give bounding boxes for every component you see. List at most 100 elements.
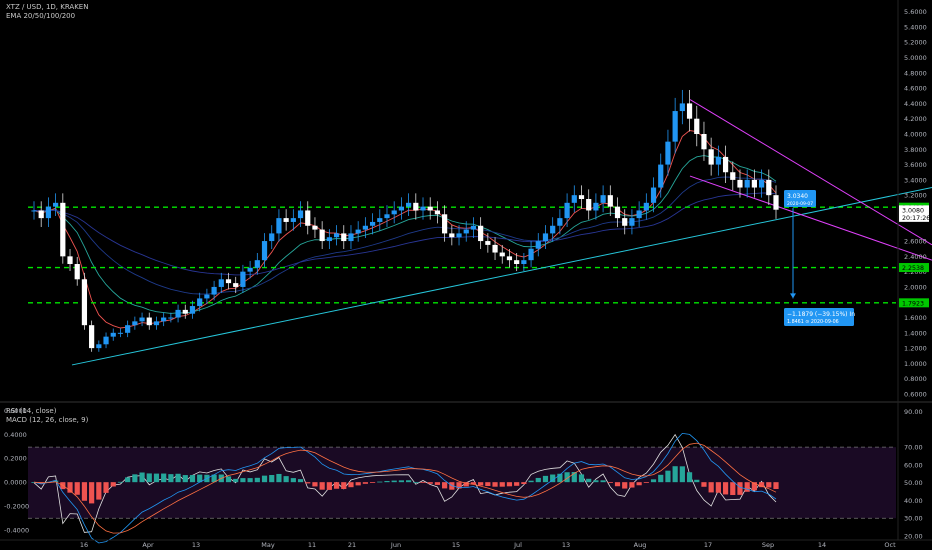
time-tick-label: 21	[348, 541, 356, 549]
macd-histogram-bar	[629, 482, 635, 488]
time-tick-label: Jun	[390, 541, 401, 549]
ema-line	[33, 176, 777, 295]
macd-histogram-bar	[333, 482, 340, 489]
candle-body	[665, 141, 671, 165]
price-tag-label: 3.0080	[902, 207, 924, 214]
macd-histogram-bar	[535, 477, 541, 483]
candle-body	[751, 179, 757, 188]
macd-histogram-bar	[758, 482, 765, 488]
macd-histogram-bar	[499, 482, 505, 487]
trendlines	[28, 99, 932, 366]
macd-histogram-bar	[103, 482, 109, 493]
rsi-tick-label: 40.00	[904, 497, 923, 505]
macd-histogram-bar	[470, 482, 477, 485]
price-tag	[899, 212, 929, 222]
macd-histogram-bar	[773, 482, 779, 490]
macd-histogram-bar	[593, 480, 599, 483]
candle-body	[636, 210, 642, 219]
macd-histogram-bar	[701, 482, 707, 487]
time-axis[interactable]: 16 Apr 13 May 11 21 Jun 15 Jul 13 Aug 17 Sep 14 Oct	[0, 539, 932, 549]
price-axis[interactable]: 5.6000 5.4000 5.2000 5.0000 4.8000 4.6000 4.40…	[897, 0, 930, 540]
price-tag	[899, 263, 929, 273]
time-tick-label: Apr	[142, 541, 154, 549]
macd-histogram-bar	[478, 482, 484, 486]
macd-histogram-bar	[427, 482, 433, 484]
candle-body	[125, 325, 131, 333]
rsi-tick-label: 50.00	[904, 479, 923, 487]
candle-body	[694, 118, 700, 134]
macd-histogram-bar	[751, 482, 757, 491]
price-tick-label: 3.2000	[904, 192, 927, 200]
macd-histogram-bar	[578, 474, 585, 483]
macd-histogram-bar	[81, 482, 88, 501]
macd-histogram-bar	[96, 482, 102, 500]
macd-histogram-bar	[406, 480, 412, 483]
macd-histogram-bar	[168, 474, 174, 483]
candle-body	[506, 256, 513, 261]
candle-body	[766, 179, 772, 196]
macd-histogram-bar	[161, 473, 167, 483]
candle-body	[117, 332, 124, 334]
candle-body	[607, 195, 613, 207]
candle-body	[686, 103, 693, 119]
time-tick-label: 11	[308, 541, 316, 549]
candle-body	[614, 206, 621, 219]
time-tick-label: Aug	[634, 541, 647, 549]
price-tick-label: 5.0000	[904, 54, 927, 62]
candle-body	[420, 206, 426, 211]
candle-body	[737, 179, 743, 188]
candle-body	[658, 164, 664, 188]
macd-histogram-bar	[254, 477, 260, 483]
candle-body	[413, 202, 419, 211]
time-tick-label: 15	[452, 541, 460, 549]
candles	[31, 89, 779, 352]
candle-body	[110, 332, 116, 337]
candle-body	[643, 202, 649, 211]
macd-histogram-bar	[434, 482, 441, 485]
candle-body	[74, 264, 80, 280]
macd-histogram-bar	[463, 482, 469, 487]
macd-histogram-bar	[276, 473, 282, 483]
candle-body	[348, 233, 354, 242]
macd-signal-line	[33, 442, 777, 534]
candle-body	[586, 199, 592, 211]
candle-body	[492, 244, 498, 253]
candle-body	[297, 210, 304, 219]
macd-histogram-bar	[125, 477, 131, 483]
macd-histogram-bar	[297, 479, 304, 483]
rsi-pane	[0, 401, 932, 544]
candle-body	[305, 210, 311, 226]
macd-histogram-bar	[506, 482, 513, 487]
candle-body	[377, 218, 383, 222]
time-tick-label: Sep	[762, 541, 774, 549]
indicator-axis[interactable]: 90.00 70.00 60.00 50.00 40.00 30.00 20.00 0.600…	[4, 407, 923, 541]
time-tick-label: 14	[818, 541, 826, 549]
candle-body	[557, 218, 563, 226]
price-tick-label: 1.2000	[904, 345, 927, 353]
macd-histogram-bar	[694, 479, 700, 483]
candle-body	[290, 218, 296, 222]
candle-body	[45, 206, 52, 219]
candle-body	[189, 306, 196, 314]
falling-trendline	[689, 99, 932, 246]
candle-body	[550, 225, 556, 234]
candle-body	[89, 325, 95, 349]
macd-histogram-bar	[312, 482, 318, 487]
price-tick-label: 4.2000	[904, 115, 927, 123]
candle-body	[247, 267, 253, 272]
price-tick-label: 2.4000	[904, 253, 927, 261]
measure-arrowhead	[790, 293, 796, 299]
price-tick-label: 5.4000	[904, 23, 927, 31]
candle-body	[398, 206, 404, 211]
candle-body	[773, 195, 779, 210]
macd-histogram-bar	[722, 482, 729, 495]
candle-body	[600, 195, 606, 203]
chart-title: XTZ / USD, 1D, KRAKEN	[6, 3, 89, 11]
ema-lines	[33, 130, 777, 329]
macd-histogram-bar	[766, 482, 772, 488]
macd-histogram-bar	[622, 482, 628, 489]
rsi-tick-label: 60.00	[904, 461, 923, 469]
price-tick-label: 1.4000	[904, 329, 927, 337]
